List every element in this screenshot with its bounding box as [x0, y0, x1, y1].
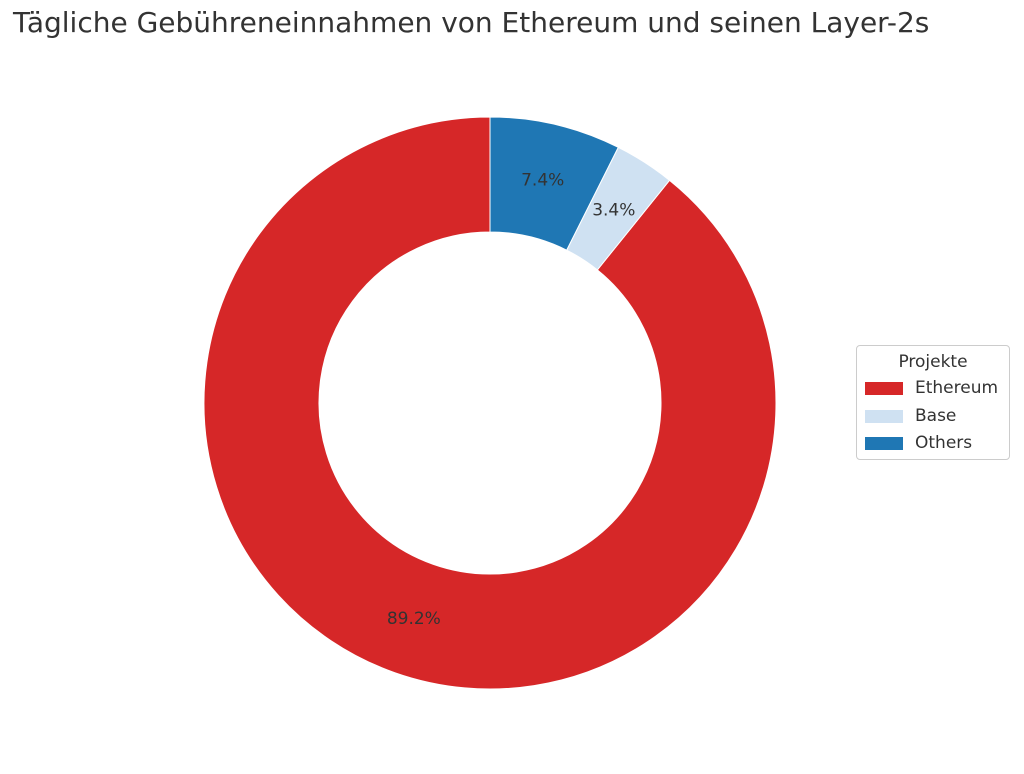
legend-entry-ethereum: Ethereum [865, 378, 998, 398]
legend-swatch-others [865, 436, 903, 450]
slices-group [203, 116, 777, 690]
slice-value-label-others: 7.4% [521, 170, 564, 190]
slice-others [489, 116, 619, 251]
legend-swatch-base [865, 409, 903, 423]
slice-value-label-ethereum: 89.2% [387, 609, 441, 629]
legend-label-others: Others [915, 433, 973, 453]
legend-label-ethereum: Ethereum [915, 378, 999, 398]
legend-swatch-ethereum [865, 381, 903, 395]
slice-ethereum [203, 116, 777, 690]
legend: Projekte Ethereum Base Others [856, 345, 1010, 460]
legend-title: Projekte [898, 352, 968, 372]
chart-title: Tägliche Gebühreneinnahmen von Ethereum … [13, 6, 930, 39]
slice-value-label-base: 3.4% [592, 201, 635, 221]
slice-labels-group: 89.2% 3.4% 7.4% [387, 170, 636, 628]
legend-entry-others: Others [865, 433, 972, 453]
legend-entry-base: Base [865, 406, 956, 426]
legend-label-base: Base [915, 406, 957, 426]
